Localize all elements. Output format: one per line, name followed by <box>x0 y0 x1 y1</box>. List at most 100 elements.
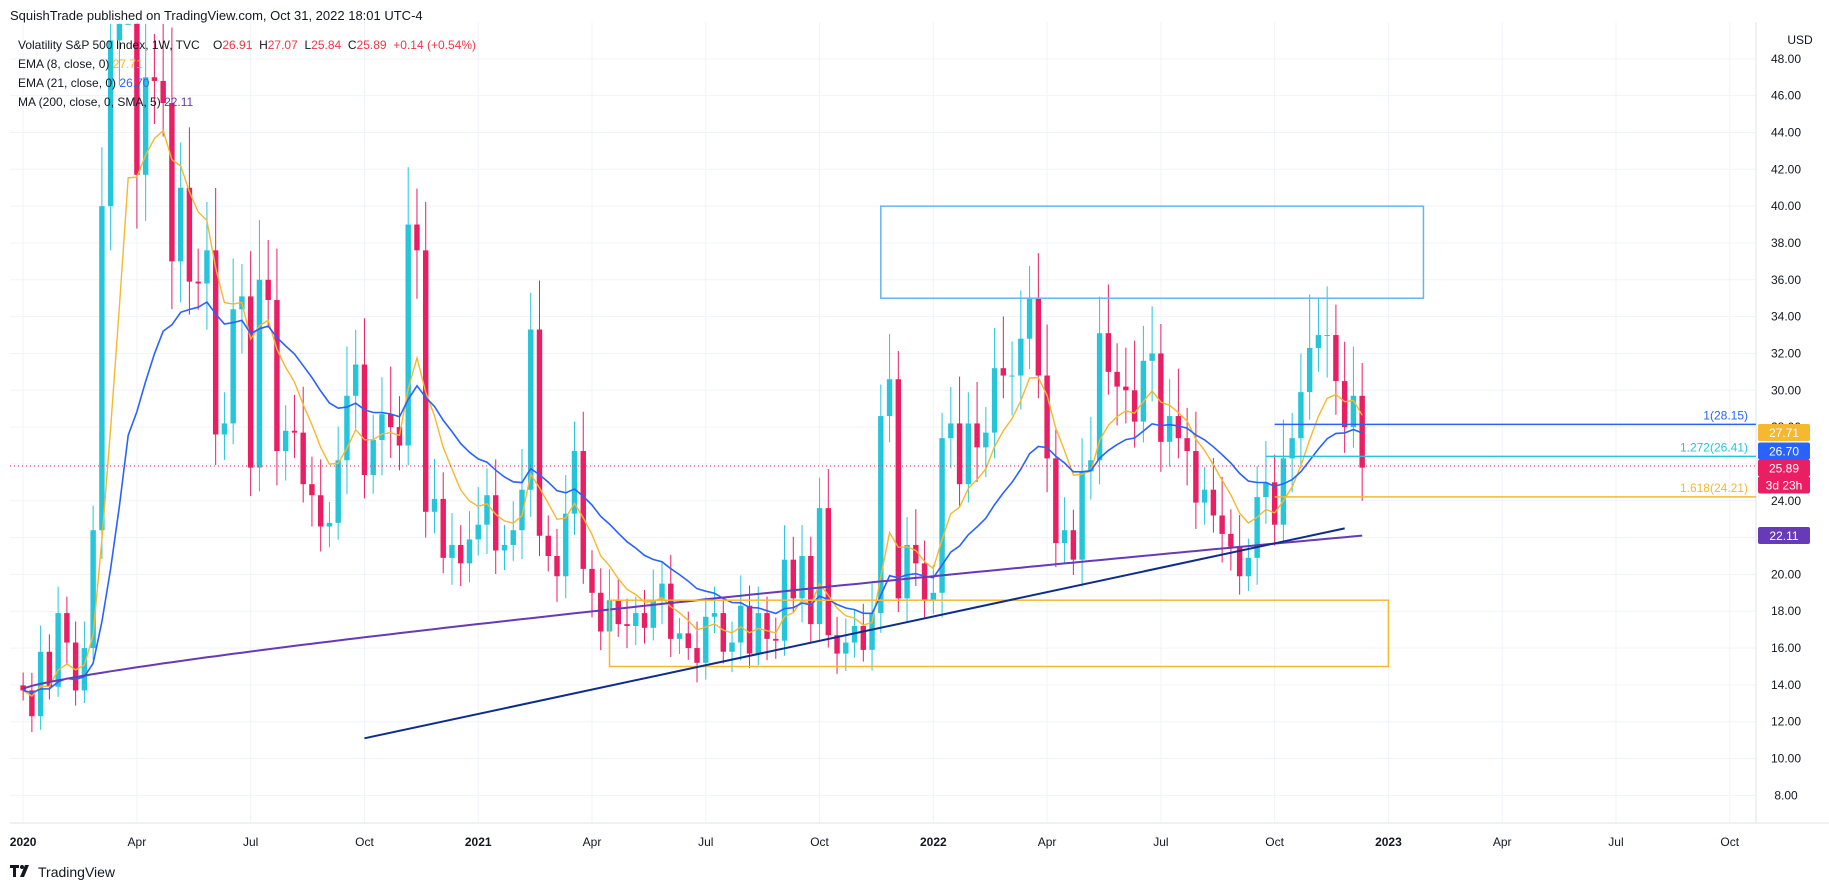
candle-down <box>641 590 648 644</box>
candle-body <box>475 524 481 540</box>
candle-body <box>195 281 201 284</box>
legend-h-label: H <box>259 38 268 52</box>
candle-body <box>983 432 989 448</box>
candle-up <box>1140 325 1147 443</box>
y-tick-label: 18.00 <box>1771 604 1801 618</box>
candle-up <box>1079 438 1085 587</box>
candle-body <box>142 77 149 175</box>
candle-body <box>685 633 691 649</box>
candle-down <box>361 318 368 499</box>
candle-body <box>387 414 394 428</box>
candle-up <box>843 618 849 671</box>
candle-up <box>379 377 385 476</box>
candle-body <box>729 642 735 652</box>
candle-up <box>711 586 718 634</box>
candle-down <box>536 280 543 557</box>
candle-down <box>1044 324 1050 493</box>
candle-up <box>948 387 954 469</box>
candle-body <box>1061 530 1068 544</box>
y-tick-label: 46.00 <box>1771 89 1801 103</box>
candle-up <box>633 596 639 645</box>
candle-body <box>125 23 131 25</box>
candle-up <box>37 625 44 730</box>
candle-body <box>46 651 53 687</box>
candle-up <box>991 327 998 459</box>
candle-up <box>904 517 910 623</box>
legend-l-label: L <box>304 38 312 52</box>
candle-up <box>177 142 184 303</box>
candle-body <box>1123 386 1129 391</box>
footer-brand[interactable]: TradingView <box>10 864 115 880</box>
candle-body <box>1000 368 1007 376</box>
candle-down <box>921 540 928 618</box>
legend-ma200-row[interactable]: MA (200, close, 0, SMA, 5) 22.11 <box>18 93 476 112</box>
candle-body <box>335 460 341 523</box>
footer-brand-text: TradingView <box>38 864 116 880</box>
tradingview-logo-icon <box>10 864 32 880</box>
legend-ema21-row[interactable]: EMA (21, close, 0) 26.70 <box>18 74 476 93</box>
legend-o-label: O <box>213 38 223 52</box>
candle-body <box>510 530 516 545</box>
candle-down <box>895 351 902 613</box>
candle-body <box>247 296 254 468</box>
candle-body <box>1280 458 1287 525</box>
candle-body <box>965 423 972 485</box>
candle-up <box>878 384 884 633</box>
candle-up <box>729 621 735 673</box>
candle-body <box>904 544 910 599</box>
x-tick-label: Oct <box>810 835 829 849</box>
candle-up <box>1201 467 1208 525</box>
fib-label: 1.618(24.21) <box>1680 481 1748 495</box>
candle-body <box>396 427 403 446</box>
candle-body <box>186 187 193 282</box>
candle-body <box>431 498 438 512</box>
candle-up <box>886 334 893 443</box>
candle-down <box>1105 284 1112 395</box>
candle-body <box>265 279 271 301</box>
candle-body <box>711 613 718 617</box>
candle-body <box>29 690 35 717</box>
candle-down <box>1131 340 1138 448</box>
price-tag <box>1758 442 1810 460</box>
candle-body <box>317 495 324 527</box>
candle-down <box>1236 515 1243 595</box>
candle-down <box>1114 343 1120 426</box>
legend-open: 26.91 <box>222 38 253 52</box>
candle-body <box>449 544 455 558</box>
legend-ema8-row[interactable]: EMA (8, close, 0) 27.71 <box>18 55 476 74</box>
candle-up <box>221 392 228 460</box>
candle-up <box>659 562 665 625</box>
legend-change: +0.14 (+0.54%) <box>393 38 476 52</box>
candle-up <box>344 346 350 495</box>
candle-down <box>825 469 832 648</box>
candle-body <box>895 379 902 599</box>
candle-body <box>930 592 937 601</box>
trendline <box>364 527 1345 740</box>
x-tick-label: Jul <box>1153 835 1168 849</box>
ema8-line <box>22 129 1363 698</box>
candle-down <box>1228 509 1234 571</box>
candle-body <box>1035 298 1042 376</box>
candle-body <box>843 642 849 654</box>
candle-body <box>1070 530 1077 560</box>
candle-down <box>1341 341 1348 453</box>
candle-up <box>1298 353 1304 469</box>
candle-body <box>519 489 525 531</box>
candle-body <box>878 416 884 614</box>
candle-up <box>484 468 490 554</box>
candle-body <box>466 539 473 564</box>
candle-body <box>1210 489 1217 516</box>
candle-up <box>475 487 481 556</box>
y-tick-label: 20.00 <box>1771 567 1801 581</box>
candle-down <box>1070 509 1077 576</box>
candle-up <box>326 501 333 548</box>
x-tick-label: 2021 <box>465 835 492 849</box>
candle-down <box>317 459 324 552</box>
candle-body <box>151 77 158 81</box>
candle-down <box>764 596 770 661</box>
y-tick-label: 24.00 <box>1771 494 1801 508</box>
legend-high: 27.07 <box>267 38 298 52</box>
candle-body <box>676 633 683 639</box>
